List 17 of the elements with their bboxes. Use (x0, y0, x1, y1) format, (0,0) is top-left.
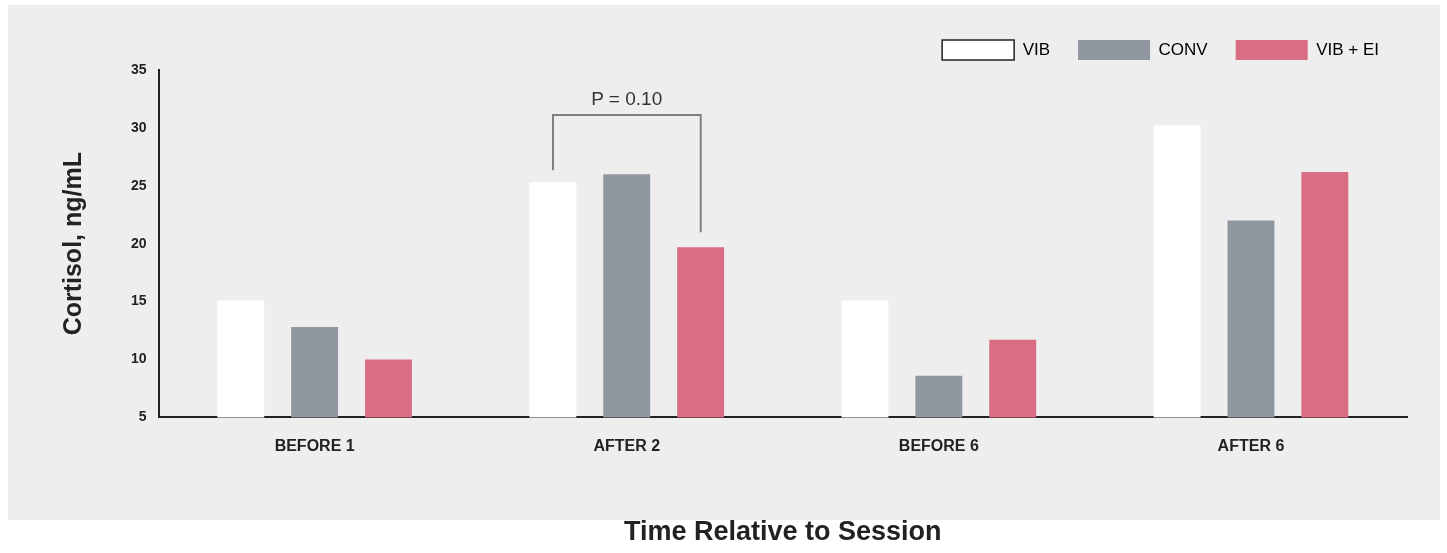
legend-label: CONV (1158, 39, 1209, 59)
y-tick-label: 35 (130, 60, 147, 77)
y-tick-label: 25 (130, 176, 147, 193)
x-axis-title: Time Relative to Session (623, 516, 942, 547)
x-tick-label: BEFORE 6 (898, 437, 979, 455)
annotation: P = 0.10 (591, 87, 663, 109)
x-tick-label: BEFORE 1 (274, 437, 355, 455)
x-tick-label: AFTER 6 (1217, 437, 1285, 455)
y-tick-label: 15 (130, 292, 147, 309)
legend-label: VIB (1022, 39, 1051, 59)
y-axis-title: Cortisol, ng/mL (57, 152, 86, 336)
y-tick-label: 30 (130, 118, 147, 135)
y-tick-label: 10 (130, 350, 147, 367)
y-tick-label: 5 (138, 408, 147, 425)
y-tick-label: 20 (130, 234, 147, 251)
legend-label: VIB + EI (1316, 39, 1380, 59)
x-tick-label: AFTER 2 (593, 437, 661, 455)
